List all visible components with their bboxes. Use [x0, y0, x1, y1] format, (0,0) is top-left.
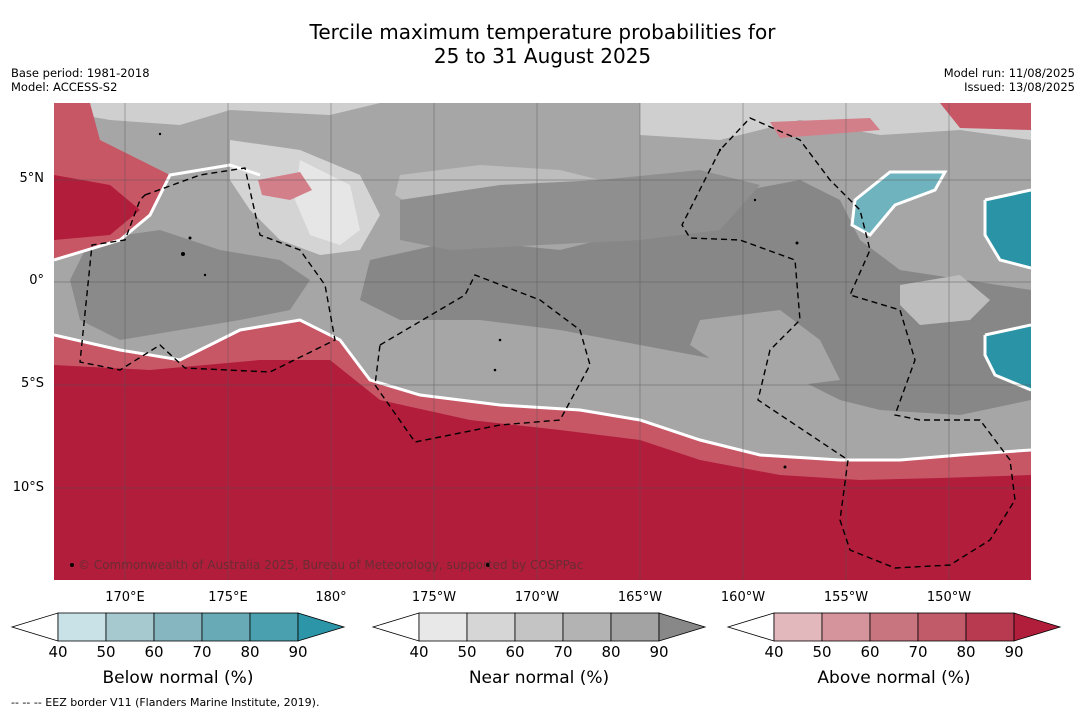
above-normal-90-zone [54, 175, 140, 240]
near-normal-colorbar-tick: 40 [409, 643, 429, 661]
below-normal-colorbar-tick: 50 [96, 643, 116, 661]
below-normal-colorbar-segment [105, 612, 155, 642]
colorbars [10, 612, 1062, 642]
white-contour [983, 323, 1031, 392]
above-normal-colorbar-label: Above normal (%) [817, 668, 971, 688]
above-normal-colorbar-tick: 50 [812, 643, 832, 661]
lon-label-150w: 150°W [926, 590, 972, 605]
white-contour [54, 163, 261, 262]
above-normal-colorbar-tick: 70 [908, 643, 928, 661]
above-normal-60-zone [770, 118, 880, 138]
issued-date: Issued: 13/08/2025 [964, 80, 1075, 94]
near-normal-40-zone [295, 160, 360, 245]
lat-label-5s: 5°S [20, 376, 44, 391]
near-normal-colorbar-segment [610, 612, 660, 642]
below-normal-colorbar-tick: 40 [48, 643, 68, 661]
below-normal-colorbar-tick: 70 [192, 643, 212, 661]
above-normal-colorbar-segment [869, 612, 919, 642]
above-normal-70-zone [940, 103, 1031, 130]
lon-label-180: 180° [315, 590, 347, 605]
above-normal-colorbar-high-arrow [1013, 612, 1062, 642]
above-normal-colorbar-segment [965, 612, 1015, 642]
lat-label-5n: 5°N [19, 171, 45, 186]
above-normal-colorbar-tick: 80 [956, 643, 976, 661]
below-normal-colorbar-low-arrow [10, 612, 59, 642]
near-normal-colorbar-tick: 50 [457, 643, 477, 661]
near-normal-60-zone [900, 275, 990, 325]
islands [70, 132, 799, 567]
near-normal-90-zone [70, 230, 310, 340]
above-normal-colorbar-segment [821, 612, 871, 642]
meta-right: Model run: 11/08/2025 Issued: 13/08/2025 [944, 66, 1075, 94]
near-normal-80-zone [400, 170, 760, 250]
lat-label-10s: 10°S [12, 480, 44, 495]
graticule [54, 103, 1031, 580]
above-normal-90-zone [54, 360, 1031, 580]
above-normal-colorbar-low-arrow [726, 612, 775, 642]
near-normal-colorbar-segment [418, 612, 468, 642]
below-normal-colorbar-tick: 80 [240, 643, 260, 661]
below-normal-90-zone [985, 325, 1031, 390]
lon-label-175e: 175°E [208, 590, 248, 605]
below-normal-colorbar-segment [57, 612, 107, 642]
near-normal-colorbar-segment [514, 612, 564, 642]
near-normal-colorbar-tick: 90 [649, 643, 669, 661]
lon-label-165w: 165°W [617, 590, 663, 605]
below-normal-90-zone [985, 190, 1031, 268]
map-field [54, 103, 1031, 580]
title-line-1: Tercile maximum temperature probabilitie… [309, 20, 776, 44]
model-run: Model run: 11/08/2025 [943, 66, 1075, 80]
below-normal-colorbar-segment [249, 612, 299, 642]
near-normal-colorbar-tick: 70 [553, 643, 573, 661]
title-line-2: 25 to 31 August 2025 [433, 44, 652, 68]
white-contour [983, 188, 1031, 270]
below-normal-colorbar-tick: 90 [288, 643, 308, 661]
lat-label-0: 0° [29, 273, 44, 288]
above-normal-colorbar-segment [917, 612, 967, 642]
below-normal-colorbar-high-arrow [297, 612, 346, 642]
copyright-notice: © Commonwealth of Australia 2025, Bureau… [78, 558, 584, 572]
below-normal-colorbar-segment [201, 612, 251, 642]
near-normal-70-zone [690, 310, 840, 385]
lon-label-155w: 155°W [823, 590, 869, 605]
lon-label-170e: 170°E [105, 590, 145, 605]
near-normal-50-zone [54, 103, 1031, 140]
below-normal-colorbar-label: Below normal (%) [102, 668, 254, 688]
above-normal-colorbar-tick: 40 [764, 643, 784, 661]
near-normal-colorbar-segment [562, 612, 612, 642]
white-contour [54, 318, 1031, 462]
near-normal-colorbar-tick: 80 [601, 643, 621, 661]
above-normal-colorbar-tick: 90 [1004, 643, 1024, 661]
below-normal-colorbar-segment [153, 612, 203, 642]
model-name: Model: ACCESS-S2 [11, 80, 118, 94]
near-normal-90-zone [360, 180, 1031, 415]
white-contour [850, 170, 948, 237]
near-normal-colorbar-tick: 60 [505, 643, 525, 661]
near-normal-colorbar-segment [466, 612, 516, 642]
above-normal-60-zone [258, 172, 312, 200]
lon-label-175w: 175°W [411, 590, 457, 605]
above-normal-colorbar-tick: 60 [860, 643, 880, 661]
lon-label-160w: 160°W [720, 590, 766, 605]
below-normal-colorbar-tick: 60 [144, 643, 164, 661]
above-normal-colorbar-segment [773, 612, 823, 642]
map-title: Tercile maximum temperature probabilitie… [0, 20, 1085, 68]
near-normal-colorbar-high-arrow [658, 612, 707, 642]
lon-label-170w: 170°W [514, 590, 560, 605]
meta-left: Base period: 1981-2018 Model: ACCESS-S2 [11, 66, 150, 94]
near-normal-colorbar-label: Near normal (%) [468, 668, 610, 688]
base-period: Base period: 1981-2018 [11, 66, 150, 80]
eez-borders [79, 117, 1016, 569]
near-normal-colorbar-low-arrow [371, 612, 420, 642]
eez-footnote: -- -- -- EEZ border V11 (Flanders Marine… [11, 696, 320, 709]
